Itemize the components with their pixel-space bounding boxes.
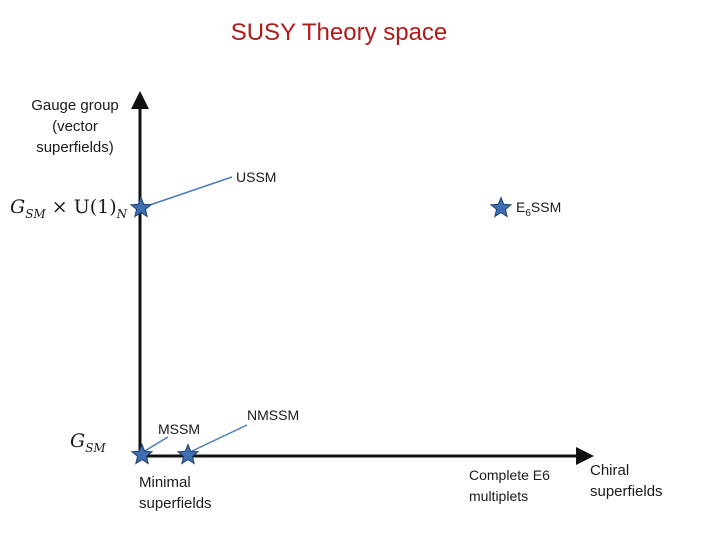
x-axis-label: Chiral superfields xyxy=(590,462,663,500)
y-axis-label: Gauge group (vector superfields) xyxy=(31,97,119,156)
star3-shape xyxy=(130,443,154,465)
nmssm-pointer-line xyxy=(189,424,248,453)
star4-shape xyxy=(176,443,200,465)
label-nmssm: NMSSM xyxy=(247,407,300,423)
diagram-title: SUSY Theory space xyxy=(230,19,448,46)
star2-shape xyxy=(489,196,513,218)
label-ussm: USSM xyxy=(236,169,277,185)
star-ussm xyxy=(129,196,153,218)
star-mssm xyxy=(130,443,154,465)
y-tick-gsm: GSM xyxy=(70,430,106,455)
x-tick-complete-e6-multiplets: Complete E6 multiplets xyxy=(469,467,550,504)
x-tick-minimal-superfields: Minimal superfields xyxy=(139,474,212,512)
star-nmssm xyxy=(176,443,200,465)
y-tick-gsm-u1n: GSM × U(1)N xyxy=(10,196,128,221)
star1-shape xyxy=(129,196,153,218)
star-e6ssm xyxy=(489,196,513,218)
label-mssm: MSSM xyxy=(158,421,200,437)
mssm-pointer-line xyxy=(142,436,169,453)
label-e6ssm: E6SSM xyxy=(516,199,562,219)
ussm-pointer-line xyxy=(140,176,233,209)
